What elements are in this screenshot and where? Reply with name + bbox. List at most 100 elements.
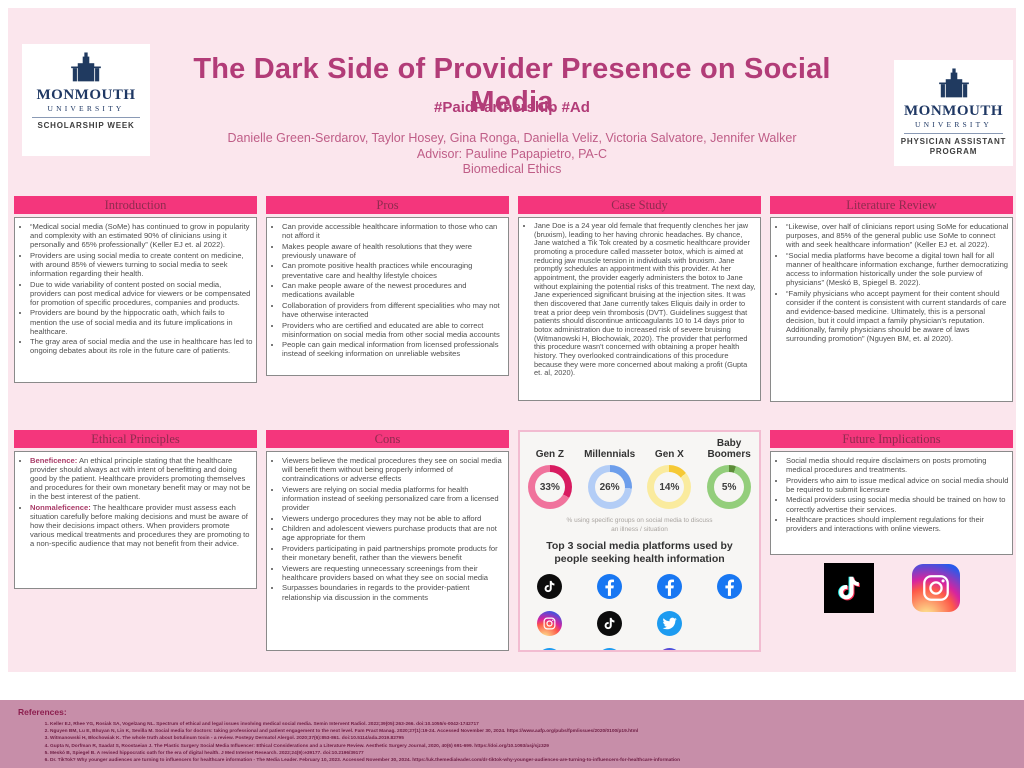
ethical-definition: An ethical principle stating that the he… <box>30 456 251 502</box>
bullet-item: Providers who are certified and educated… <box>282 321 505 339</box>
facebook-icon <box>656 574 682 600</box>
reference-item: Meskó B, Spiegel B. A revised hippocrati… <box>50 750 1006 757</box>
bullet-item: Due to wide variability of content poste… <box>30 280 253 307</box>
panel-future-implications-body: Social media should require disclaimers … <box>770 451 1013 555</box>
bullet-item: Can make people aware of the newest proc… <box>282 281 505 299</box>
bullet-item: Viewers are relying on social media plat… <box>282 485 505 512</box>
twitter-icon <box>597 648 623 650</box>
bullet-item: “Family physicians who accept payment fo… <box>786 289 1009 344</box>
authors-line: Danielle Green-Serdarov, Taylor Hosey, G… <box>227 131 797 145</box>
bullet-item: Viewers believe the medical procedures t… <box>282 456 505 483</box>
instagram-icon <box>537 611 563 637</box>
bullet-item: Healthcare practices should implement re… <box>786 515 1009 533</box>
bullet-item: Medical providers using social media sho… <box>786 495 1009 513</box>
panel-literature-review: Literature Review “Likewise, over half o… <box>770 196 1013 402</box>
donut-caption: % using specific groups on social media … <box>566 517 713 534</box>
panel-case-study-body: Jane Doe is a 24 year old female that fr… <box>518 217 761 401</box>
panel-ethical-principles-title: Ethical Principles <box>14 430 257 448</box>
bullet-item: Can promote positive health practices wh… <box>282 261 505 279</box>
panel-introduction: Introduction “Medical social media (SoMe… <box>14 196 257 383</box>
panel-pros: Pros Can provide accessible healthcare i… <box>266 196 509 376</box>
bullet-item: Can provide accessible healthcare inform… <box>282 222 505 240</box>
logo-wordmark: MONMOUTH <box>904 103 1003 119</box>
twitter-icon <box>656 611 682 637</box>
bullet-item: Nonmaleficence: The healthcare provider … <box>30 503 253 549</box>
donut-chart: 5% <box>707 465 752 509</box>
reference-item: Nguyen BM, Lu E, Bhuyan N, Lin K, Sevill… <box>50 728 1006 735</box>
tiktok-logo <box>824 563 874 613</box>
generation-label: Gen X <box>654 448 684 460</box>
panel-case-study-title: Case Study <box>518 196 761 214</box>
tiktok-icon <box>597 611 623 637</box>
platform-column <box>699 574 759 650</box>
bullet-item: Viewers are requesting unnecessary scree… <box>282 564 505 582</box>
bullet-item: Providers who aim to issue medical advic… <box>786 476 1009 494</box>
ethical-definition: The healthcare provider must assess each… <box>30 503 250 549</box>
donut-chart: 26% <box>587 465 632 509</box>
panel-future-implications-title: Future Implications <box>770 430 1013 448</box>
generation-label: Gen Z <box>535 448 565 460</box>
logo-divider <box>904 132 1003 134</box>
instagram-icon <box>656 648 682 650</box>
donut-value: 26% <box>599 481 620 493</box>
poster-title: The Dark Side of Provider Presence on So… <box>193 53 831 118</box>
bullet-item: Providers participating in paid partners… <box>282 544 505 562</box>
panel-pros-body: Can provide accessible healthcare inform… <box>266 217 509 376</box>
generation-label-row: Gen Z Millennials Gen X Baby Boomers <box>520 438 759 460</box>
bullet-item: Collaboration of providers from differen… <box>282 301 505 319</box>
logo-tagline: PHYSICIAN ASSISTANT PROGRAM <box>900 136 1007 156</box>
logo-subtitle: UNIVERSITY <box>47 104 125 113</box>
references-section: References: Keller EJ, Rhee YG, Rosiak S… <box>0 700 1024 768</box>
generation-label: Millennials <box>584 448 636 460</box>
platform-column <box>580 574 640 650</box>
reference-item: Dr. TikTok? Why younger audiences are tu… <box>50 757 1006 764</box>
reference-item: Witmanowski H, Błochowiak K. The whole t… <box>50 735 1006 742</box>
monmouth-building-icon <box>894 66 1013 104</box>
bullet-item: Providers are bound by the hippocratic o… <box>30 308 253 335</box>
panel-introduction-body: “Medical social media (SoMe) has continu… <box>14 217 257 383</box>
platform-grid <box>520 574 759 650</box>
platform-column <box>640 574 700 650</box>
logo-subtitle: UNIVERSITY <box>915 120 992 129</box>
donut-chart: 33% <box>527 465 572 509</box>
panel-ethical-principles-body: Beneficence: An ethical principle statin… <box>14 451 257 589</box>
bullet-item: Jane Doe is a 24 year old female that fr… <box>534 221 757 378</box>
panel-cons: Cons Viewers believe the medical procedu… <box>266 430 509 651</box>
donut-value: 5% <box>721 481 737 493</box>
reference-item: Keller EJ, Rhee YG, Rosiak SA, Vogelzang… <box>50 721 1006 728</box>
logo-divider <box>32 116 140 118</box>
twitter-icon <box>537 648 563 650</box>
logo-wordmark: MONMOUTH <box>36 87 136 103</box>
bullet-item: Makes people aware of health resolutions… <box>282 242 505 260</box>
course-line: Biomedical Ethics <box>462 162 562 176</box>
reference-item: Gupta N, Dorfman R, Saadat S, Roostaeian… <box>50 743 1006 750</box>
references-title: References: <box>18 707 67 717</box>
panel-literature-review-body: “Likewise, over half of clinicians repor… <box>770 217 1013 402</box>
bullet-item: Beneficence: An ethical principle statin… <box>30 456 253 502</box>
panel-case-study: Case Study Jane Doe is a 24 year old fem… <box>518 196 761 401</box>
generation-label: Baby Boomers <box>707 438 751 460</box>
monmouth-building-icon <box>22 50 150 88</box>
ethical-term: Nonmaleficence: <box>30 503 91 513</box>
panel-introduction-title: Introduction <box>14 196 257 214</box>
ethical-term: Beneficence: <box>30 456 78 465</box>
bullet-item: “Social media platforms have become a di… <box>786 251 1009 287</box>
donut-value: 14% <box>659 481 680 493</box>
donut-row: 33% 26% 14% 5% <box>520 465 759 509</box>
advisor-line: Advisor: Pauline Papapietro, PA-C <box>416 147 608 161</box>
hashtags: #PaidPartnership #Ad <box>434 99 590 116</box>
panel-pros-title: Pros <box>266 196 509 214</box>
bullet-item: Social media should require disclaimers … <box>786 456 1009 474</box>
bullet-item: “Likewise, over half of clinicians repor… <box>786 222 1009 249</box>
panel-cons-body: Viewers believe the medical procedures t… <box>266 451 509 651</box>
infographic-panel: Gen Z Millennials Gen X Baby Boomers 33% 26%… <box>518 430 761 652</box>
monmouth-scholarship-week-logo: MONMOUTH UNIVERSITY SCHOLARSHIP WEEK <box>22 44 150 156</box>
bullet-item: People can gain medical information from… <box>282 340 505 358</box>
bullet-item: Children and adolescent viewers purchase… <box>282 524 505 542</box>
bullet-item: “Medical social media (SoMe) has continu… <box>30 222 253 249</box>
infographic-subtitle: Top 3 social media platforms used by peo… <box>546 540 733 565</box>
panel-ethical-principles: Ethical Principles Beneficence: An ethic… <box>14 430 257 589</box>
facebook-icon <box>716 574 742 600</box>
tiktok-icon <box>537 574 563 600</box>
monmouth-pa-program-logo: MONMOUTH UNIVERSITY PHYSICIAN ASSISTANT … <box>894 60 1013 166</box>
